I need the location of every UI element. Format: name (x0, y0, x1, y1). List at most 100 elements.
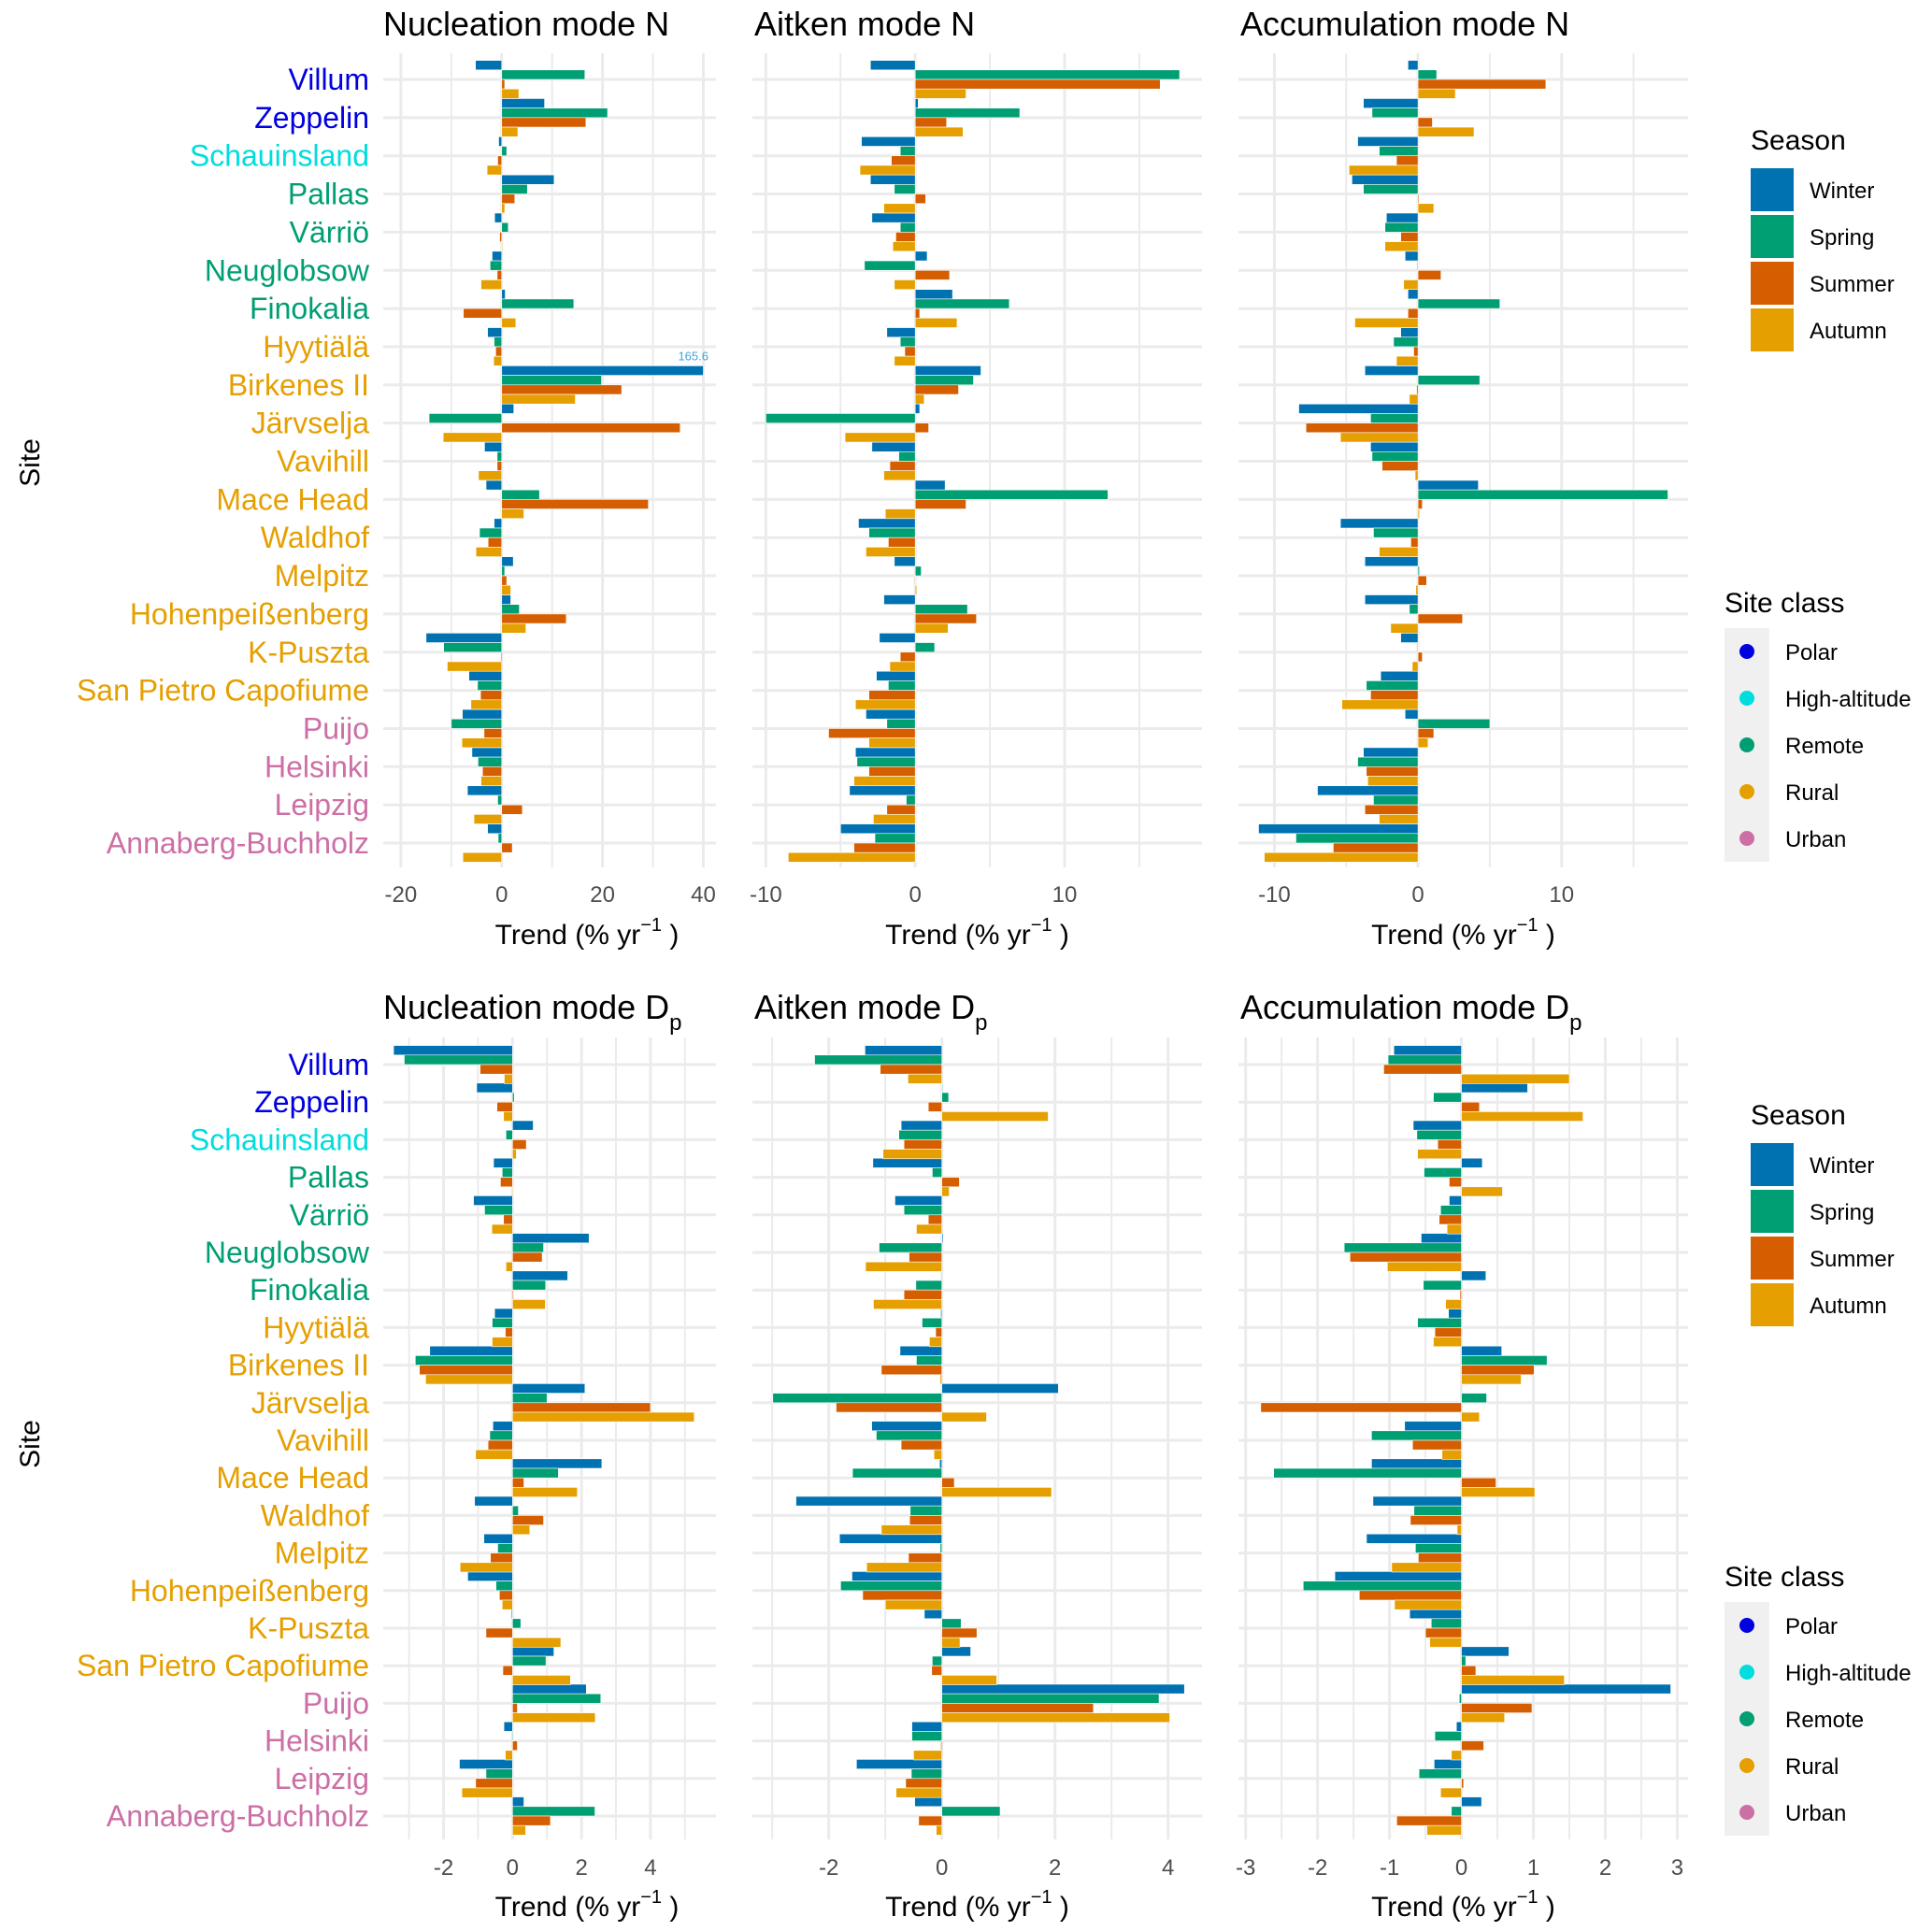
panel-aitken-n: Aitken mode N -10 0 10 Trend (% yr−1 ) (750, 5, 1202, 951)
bar-neuglobsow-summer (1417, 269, 1441, 280)
site-label-villum: Villum (288, 1048, 369, 1081)
bar-k-puszta-autumn (1429, 1637, 1462, 1648)
legend-dot-rural (1739, 1758, 1754, 1773)
legend-dot-high-altitude (1739, 1665, 1754, 1680)
x-tick-label: -2 (819, 1855, 838, 1881)
bar-leipzig-summer (1461, 1778, 1465, 1789)
bar-waldhof-spring (1413, 1505, 1462, 1516)
bar-leipzig-summer (1364, 804, 1419, 815)
bar-annaberg-buchholz-spring (512, 1806, 595, 1817)
panel-title-subscript: p (669, 1010, 681, 1036)
bar-hyytiala-summer (1413, 346, 1419, 357)
panel-title: Aitken mode N (754, 5, 975, 43)
legend-dot-polar (1739, 644, 1754, 659)
site-label-k-puszta: K-Puszta (248, 1611, 369, 1645)
bar-annaberg-buchholz-spring (941, 1806, 1001, 1817)
x-axis-title: Trend (% yr−1 ) (495, 915, 680, 951)
bar-finokalia-summer (1459, 1289, 1462, 1300)
bar-pallas-summer (914, 193, 926, 205)
bar-neuglobsow-winter (914, 250, 928, 262)
x-tick-label: 0 (936, 1855, 948, 1881)
bar-helsinki-spring (856, 756, 916, 767)
bar-jarvselja-summer (512, 1402, 651, 1413)
bar-san-pietro-capofiume-summer (931, 1665, 942, 1676)
bar-schauinsland-summer (1395, 155, 1419, 166)
panel-title-subscript: p (975, 1010, 987, 1036)
bar-mace-head-winter (485, 479, 503, 491)
bar-leipzig-spring (906, 794, 916, 806)
site-label-hyytiala: Hyytiälä (263, 330, 369, 364)
bar-villum-winter (393, 1045, 513, 1056)
bar-jarvselja-autumn (512, 1411, 695, 1423)
bar-hohenpeissenberg-spring (1302, 1581, 1462, 1592)
bar-helsinki-autumn (1367, 776, 1419, 786)
site-label-puijo: Puijo (303, 1686, 369, 1720)
bar-birkenes-ii-winter (429, 1345, 513, 1356)
bar-hohenpeissenberg-winter (852, 1571, 942, 1581)
bar-neuglobsow-summer (914, 269, 951, 280)
bar-schauinsland-autumn (882, 1149, 942, 1160)
bar-puijo-spring (451, 718, 503, 729)
bar-mace-head-summer (914, 499, 966, 509)
bar-schauinsland-winter (512, 1120, 534, 1131)
bar-birkenes-ii-spring (1417, 375, 1481, 386)
bar-varrio-autumn (892, 241, 916, 252)
bar-k-puszta-winter (425, 633, 503, 643)
bar-hohenpeissenberg-spring (914, 604, 968, 615)
x-tick-label: -2 (1308, 1855, 1327, 1881)
bar-annaberg-buchholz-summer (1396, 1815, 1462, 1826)
bar-helsinki-autumn (1451, 1750, 1462, 1761)
bar-melpitz-summer (914, 575, 916, 586)
site-label-neuglobsow: Neuglobsow (205, 253, 370, 287)
bar-vavihill-autumn (1441, 1449, 1462, 1460)
legend-label-polar: Polar (1785, 640, 1838, 665)
bar-birkenes-ii-winter (899, 1345, 942, 1356)
bar-varrio-autumn (916, 1223, 942, 1235)
bar-pallas-spring (1363, 184, 1419, 194)
bar-leipzig-autumn (1439, 1787, 1462, 1798)
bar-birkenes-ii-summer (1461, 1365, 1535, 1376)
bar-annaberg-buchholz-summer (853, 842, 916, 853)
legend-label-spring: Spring (1810, 1200, 1874, 1225)
x-axis-title: Trend (% yr−1 ) (885, 1887, 1069, 1923)
bar-finokalia-summer (903, 1289, 942, 1300)
bar-varrio-spring (1439, 1205, 1462, 1216)
bar-pallas-summer (1449, 1177, 1462, 1188)
bar-hohenpeissenberg-spring (1409, 604, 1419, 615)
bar-mace-head-summer (501, 499, 650, 509)
site-label-vavihill: Vavihill (277, 445, 369, 479)
bar-hohenpeissenberg-autumn (1390, 622, 1419, 634)
x-tick-label: 4 (1162, 1855, 1174, 1881)
bar-zeppelin-autumn (1417, 126, 1475, 137)
bar-k-puszta-autumn (889, 661, 916, 672)
bar-varrio-winter (871, 212, 916, 223)
bar-jarvselja-spring (428, 413, 503, 423)
bar-schauinsland-spring (501, 146, 508, 156)
bar-hyytiala-spring (1393, 336, 1419, 348)
legend-dot-urban (1739, 831, 1754, 846)
bar-helsinki-summer (481, 765, 503, 777)
season-legend: Season Winter Spring Summer Autumn (1751, 125, 1895, 351)
panel-accumulation-n: Accumulation mode N -10 0 10 Trend (% yr−1 ) (1238, 5, 1688, 951)
bar-hohenpeissenberg-autumn (914, 622, 949, 634)
x-tick-label: 40 (691, 882, 716, 908)
bar-san-pietro-capofiume-winter (512, 1646, 554, 1657)
bar-jarvselja-summer (836, 1402, 942, 1413)
x-axis-title: Trend (% yr−1 ) (1371, 1887, 1555, 1923)
bar-vavihill-winter (493, 1421, 513, 1432)
bar-annaberg-buchholz-autumn (462, 851, 503, 863)
season-legend-title: Season (1751, 125, 1846, 156)
bar-zeppelin-winter (1461, 1082, 1528, 1094)
bar-finokalia-summer (1408, 308, 1419, 319)
bar-leipzig-autumn (461, 1787, 513, 1798)
bar-pallas-winter (872, 1157, 942, 1168)
bar-hohenpeissenberg-spring (501, 604, 520, 615)
bar-jarvselja-winter (1298, 403, 1419, 414)
bar-pallas-winter (1461, 1157, 1483, 1168)
bar-birkenes-ii-autumn (501, 393, 576, 405)
bar-helsinki-autumn (853, 776, 916, 786)
bar-vavihill-autumn (933, 1449, 942, 1460)
bar-waldhof-winter (795, 1495, 942, 1507)
bar-waldhof-autumn (880, 1524, 942, 1536)
bar-waldhof-autumn (1379, 547, 1419, 557)
